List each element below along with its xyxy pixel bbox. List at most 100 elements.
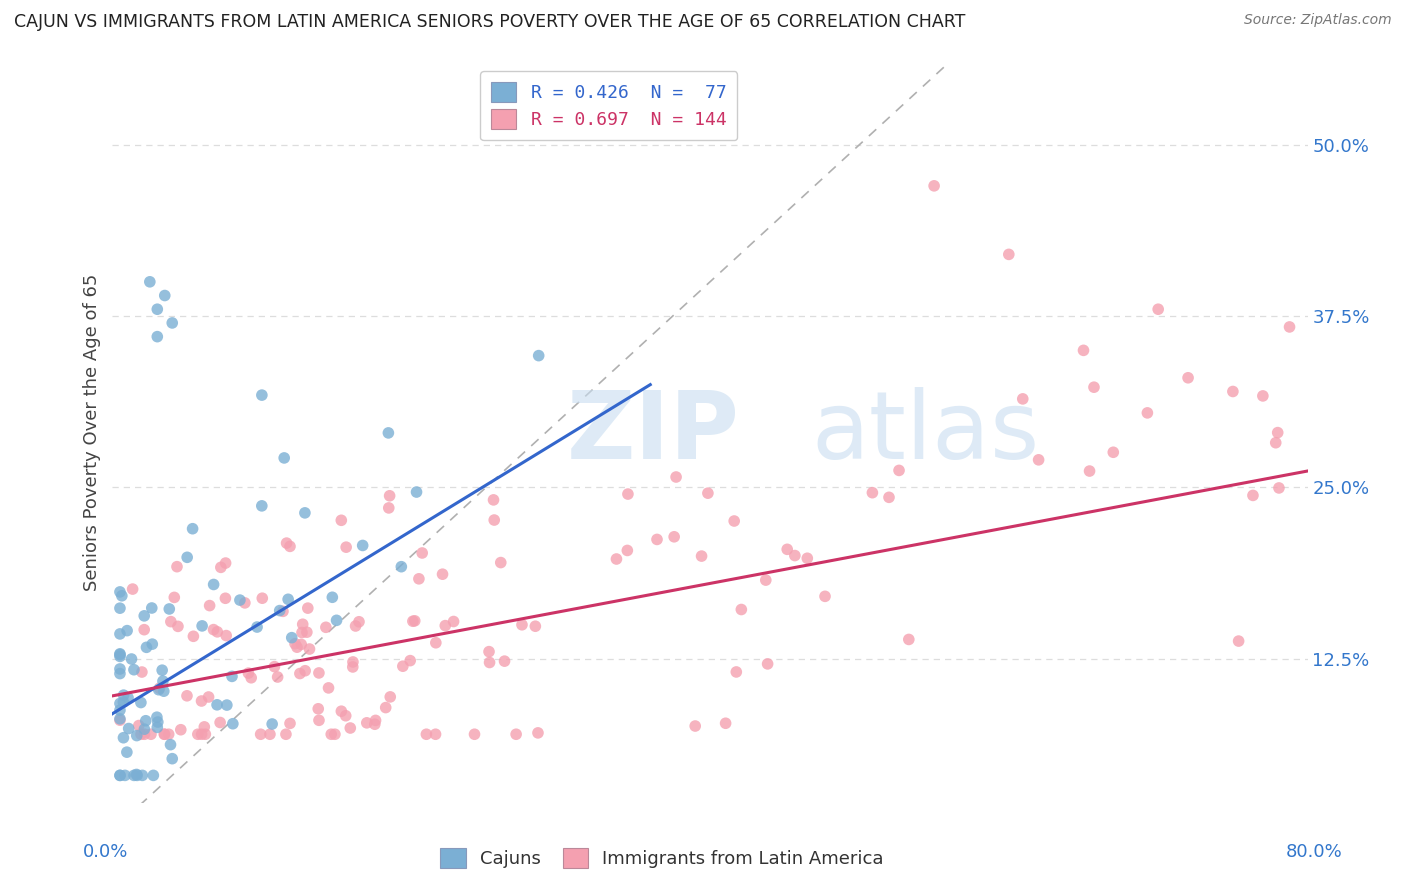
Point bbox=[278, 716, 301, 731]
Point bbox=[162, 316, 183, 330]
Point bbox=[146, 302, 169, 317]
Point bbox=[377, 425, 399, 440]
Point bbox=[860, 485, 883, 500]
Point bbox=[616, 543, 638, 558]
Point bbox=[148, 682, 170, 697]
Point bbox=[321, 727, 343, 741]
Point bbox=[108, 627, 131, 641]
Point bbox=[290, 637, 312, 651]
Point bbox=[170, 723, 193, 737]
Point bbox=[315, 620, 337, 634]
Point bbox=[157, 727, 180, 741]
Point bbox=[122, 663, 145, 677]
Point bbox=[134, 623, 156, 637]
Y-axis label: Seniors Poverty Over the Age of 65: Seniors Poverty Over the Age of 65 bbox=[83, 274, 101, 591]
Point bbox=[527, 349, 550, 363]
Point bbox=[325, 613, 347, 627]
Point bbox=[378, 500, 401, 515]
Point bbox=[238, 666, 260, 681]
Point bbox=[297, 601, 319, 615]
Point bbox=[484, 513, 506, 527]
Point bbox=[115, 624, 138, 638]
Point bbox=[307, 702, 329, 716]
Point bbox=[250, 499, 273, 513]
Point bbox=[128, 718, 150, 732]
Point bbox=[108, 662, 131, 676]
Point bbox=[1078, 464, 1101, 478]
Point bbox=[266, 670, 288, 684]
Point bbox=[877, 491, 900, 505]
Point bbox=[432, 567, 454, 582]
Point bbox=[1267, 425, 1289, 440]
Point bbox=[342, 660, 364, 674]
Point bbox=[162, 752, 183, 766]
Point bbox=[434, 618, 457, 632]
Point bbox=[108, 713, 131, 727]
Point bbox=[108, 703, 131, 717]
Point bbox=[998, 247, 1021, 261]
Point bbox=[1264, 435, 1286, 450]
Point bbox=[240, 671, 263, 685]
Point bbox=[730, 602, 752, 616]
Point bbox=[131, 768, 153, 782]
Point bbox=[1227, 634, 1250, 648]
Point bbox=[405, 485, 427, 500]
Point bbox=[181, 522, 204, 536]
Point bbox=[1136, 406, 1159, 420]
Point bbox=[1241, 488, 1264, 502]
Text: ZIP: ZIP bbox=[567, 386, 740, 479]
Point bbox=[755, 573, 778, 587]
Point bbox=[756, 657, 779, 671]
Point bbox=[163, 591, 186, 605]
Point bbox=[505, 727, 527, 741]
Point bbox=[207, 624, 229, 639]
Point bbox=[408, 572, 430, 586]
Point bbox=[160, 615, 183, 629]
Point bbox=[135, 714, 157, 728]
Point bbox=[392, 659, 415, 673]
Point bbox=[183, 629, 205, 643]
Point bbox=[157, 602, 180, 616]
Point bbox=[150, 663, 173, 677]
Point bbox=[112, 688, 135, 702]
Point bbox=[318, 681, 340, 695]
Point bbox=[352, 538, 374, 552]
Point bbox=[478, 645, 501, 659]
Point bbox=[725, 665, 748, 679]
Point bbox=[250, 388, 273, 402]
Point bbox=[295, 625, 318, 640]
Point bbox=[139, 727, 162, 741]
Point bbox=[524, 619, 547, 633]
Point bbox=[415, 727, 437, 741]
Point bbox=[294, 506, 316, 520]
Point bbox=[153, 727, 176, 741]
Point bbox=[425, 636, 447, 650]
Point bbox=[134, 722, 156, 736]
Point bbox=[364, 717, 387, 731]
Point bbox=[1177, 371, 1199, 385]
Point bbox=[364, 714, 387, 728]
Point bbox=[1102, 445, 1125, 459]
Point bbox=[139, 275, 162, 289]
Point bbox=[402, 614, 425, 628]
Point bbox=[425, 727, 447, 741]
Point bbox=[273, 450, 295, 465]
Point bbox=[146, 710, 169, 724]
Point bbox=[115, 745, 138, 759]
Point bbox=[1028, 452, 1050, 467]
Point bbox=[1268, 481, 1291, 495]
Point bbox=[193, 720, 215, 734]
Point bbox=[263, 659, 285, 673]
Point bbox=[233, 596, 256, 610]
Point bbox=[114, 768, 136, 782]
Point bbox=[129, 696, 152, 710]
Point bbox=[1251, 389, 1274, 403]
Point bbox=[190, 694, 212, 708]
Point bbox=[897, 632, 920, 647]
Point bbox=[374, 700, 396, 714]
Point bbox=[176, 550, 198, 565]
Point bbox=[321, 591, 343, 605]
Text: 80.0%: 80.0% bbox=[1286, 843, 1343, 861]
Point bbox=[298, 642, 321, 657]
Point bbox=[339, 721, 361, 735]
